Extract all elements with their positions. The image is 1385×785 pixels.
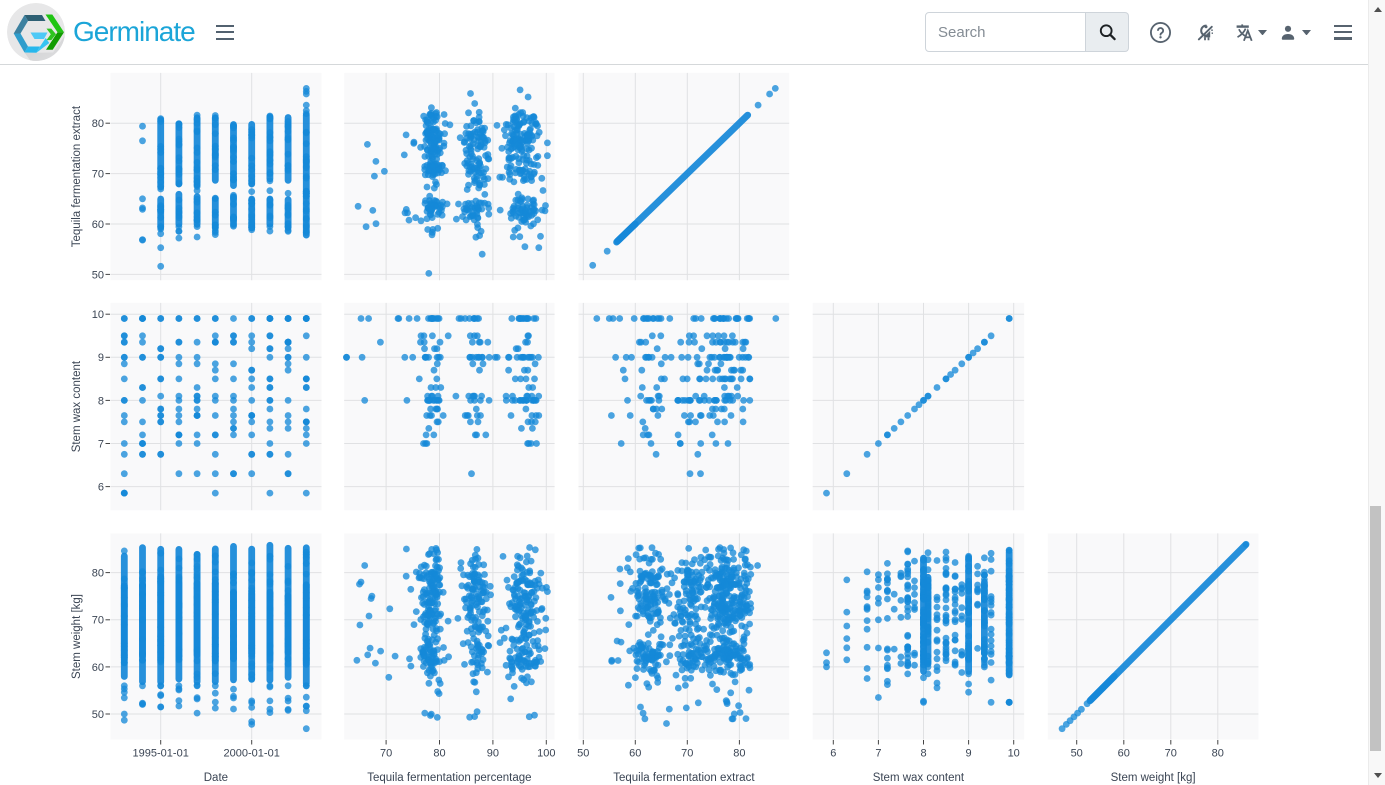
svg-text:9: 9 <box>966 748 972 760</box>
svg-text:80: 80 <box>733 748 745 760</box>
svg-text:70: 70 <box>1165 748 1177 760</box>
svg-text:6: 6 <box>98 482 104 494</box>
svg-text:100: 100 <box>537 748 555 760</box>
svg-text:70: 70 <box>380 748 392 760</box>
svg-text:10: 10 <box>1008 748 1020 760</box>
svg-text:8: 8 <box>920 748 926 760</box>
svg-text:70: 70 <box>92 169 104 181</box>
svg-text:60: 60 <box>1118 748 1130 760</box>
svg-text:9: 9 <box>98 352 104 364</box>
svg-text:50: 50 <box>577 748 589 760</box>
svg-text:Tequila fermentation percentag: Tequila fermentation percentage <box>367 772 531 784</box>
svg-text:90: 90 <box>487 748 499 760</box>
svg-text:70: 70 <box>92 615 104 627</box>
svg-text:Stem wax content: Stem wax content <box>71 360 83 452</box>
svg-text:Stem wax content: Stem wax content <box>873 772 965 784</box>
svg-text:80: 80 <box>1212 748 1224 760</box>
svg-text:80: 80 <box>433 748 445 760</box>
svg-text:80: 80 <box>92 568 104 580</box>
svg-text:60: 60 <box>629 748 641 760</box>
svg-text:Tequila fermentation extract: Tequila fermentation extract <box>71 105 83 247</box>
svg-text:1995-01-01: 1995-01-01 <box>133 748 189 760</box>
svg-text:2000-01-01: 2000-01-01 <box>224 748 280 760</box>
svg-text:80: 80 <box>92 118 104 130</box>
svg-text:60: 60 <box>92 219 104 231</box>
svg-text:Tequila fermentation extract: Tequila fermentation extract <box>613 772 755 784</box>
svg-text:70: 70 <box>681 748 693 760</box>
svg-text:7: 7 <box>875 748 881 760</box>
svg-text:50: 50 <box>92 709 104 721</box>
svg-text:60: 60 <box>92 662 104 674</box>
svg-text:50: 50 <box>1071 748 1083 760</box>
svg-text:10: 10 <box>92 309 104 321</box>
svg-text:50: 50 <box>92 269 104 281</box>
svg-text:Date: Date <box>204 772 228 784</box>
svg-text:7: 7 <box>98 438 104 450</box>
svg-text:6: 6 <box>830 748 836 760</box>
svg-text:Stem weight [kg]: Stem weight [kg] <box>1111 772 1196 784</box>
svg-text:8: 8 <box>98 395 104 407</box>
svg-text:Stem weight [kg]: Stem weight [kg] <box>71 594 83 679</box>
